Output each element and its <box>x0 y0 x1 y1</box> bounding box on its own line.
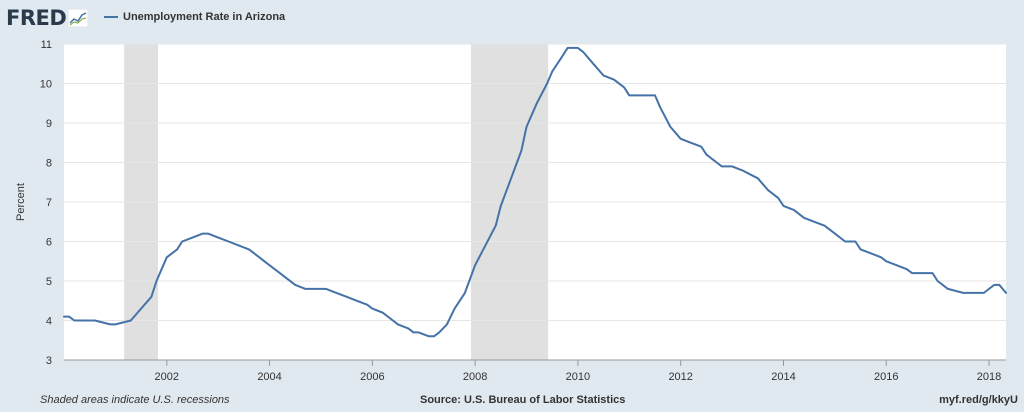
chart-footer: Shaded areas indicate U.S. recessions So… <box>0 392 1024 410</box>
x-tick-label: 2018 <box>977 371 1001 383</box>
y-tick-label: 3 <box>46 355 52 367</box>
fred-logo-text: FRED <box>6 6 67 30</box>
source-note: Source: U.S. Bureau of Labor Statistics <box>420 394 626 406</box>
x-tick-label: 2002 <box>155 371 179 383</box>
x-tick-label: 2016 <box>874 371 898 383</box>
fred-logo-graph-icon <box>68 9 89 27</box>
x-tick-label: 2012 <box>668 371 692 383</box>
y-tick-label: 8 <box>46 158 52 170</box>
chart-header: FRED Unemployment Rate in Arizona <box>0 0 1024 38</box>
y-tick-label: 6 <box>46 237 52 249</box>
legend-label: Unemployment Rate in Arizona <box>123 11 286 23</box>
x-tick-label: 2006 <box>360 371 384 383</box>
line-chart: 3 4 5 6 7 8 9 10 11 2002 2004 2006 2008 2010 2012 2014 2… <box>15 39 1007 383</box>
legend-swatch <box>104 16 118 18</box>
series-line-unemployment-rate[interactable] <box>63 46 1007 338</box>
y-tick-label: 7 <box>46 197 52 209</box>
y-tick-label: 4 <box>46 316 52 328</box>
y-tick-label: 11 <box>41 39 52 51</box>
short-link[interactable]: myf.red/g/kkyU <box>939 394 1018 406</box>
x-tick-label: 2004 <box>257 371 281 383</box>
chart-legend: Unemployment Rate in Arizona <box>104 10 285 24</box>
y-tick-label: 5 <box>46 276 52 288</box>
x-tick-label: 2014 <box>771 371 795 383</box>
fred-logo[interactable]: FRED <box>6 6 89 30</box>
x-tick-label: 2008 <box>463 371 487 383</box>
x-tick-label: 2010 <box>566 371 590 383</box>
y-tick-label: 9 <box>46 118 52 130</box>
recession-note: Shaded areas indicate U.S. recessions <box>40 394 230 406</box>
y-axis-label: Percent <box>15 183 27 221</box>
y-tick-label: 10 <box>40 79 52 91</box>
